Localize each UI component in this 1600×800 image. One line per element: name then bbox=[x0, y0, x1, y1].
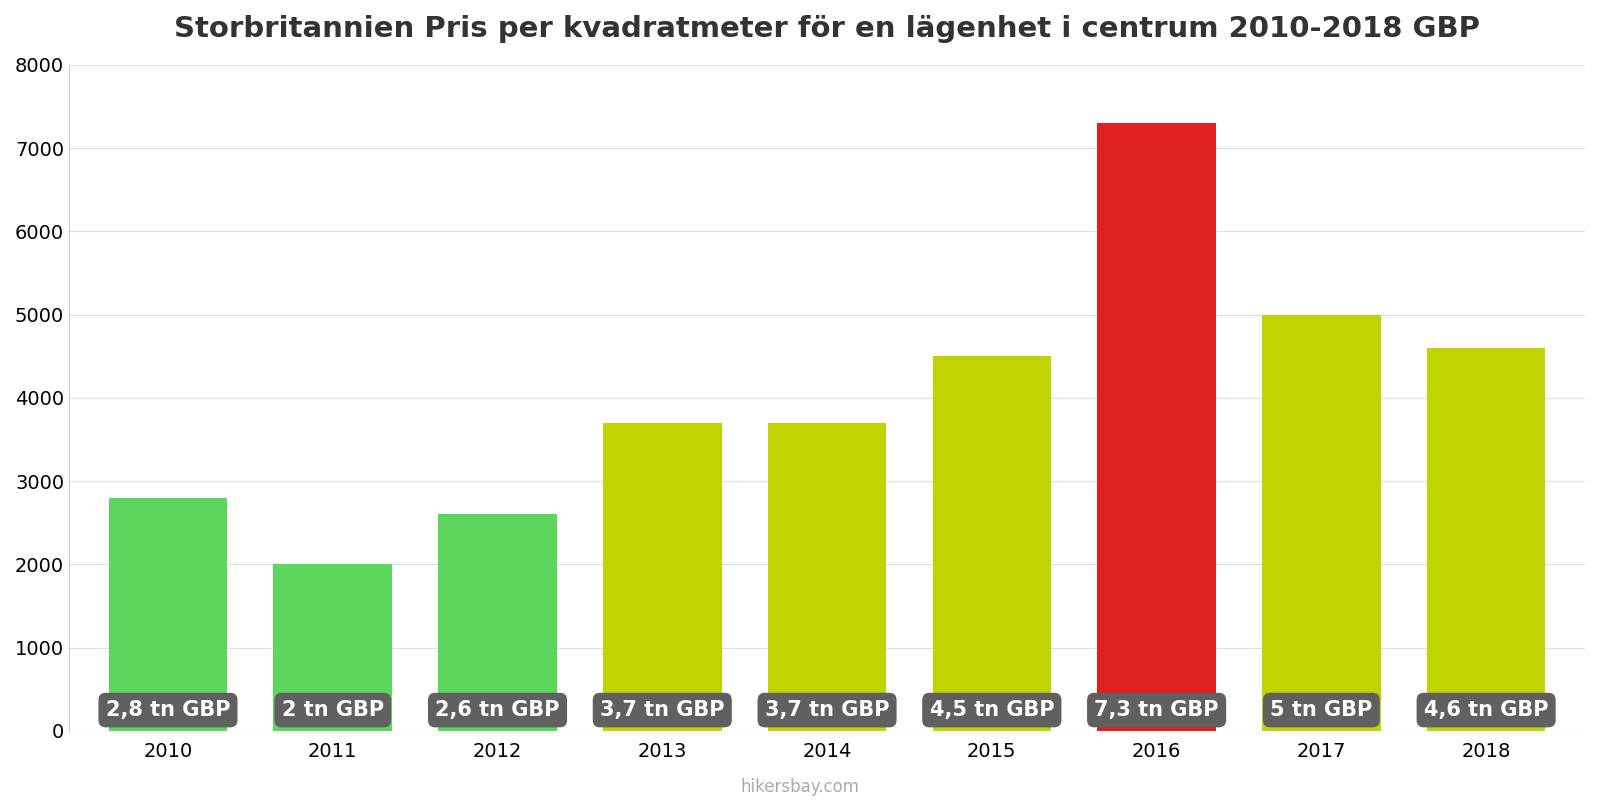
Bar bbox=[438, 514, 557, 731]
Bar bbox=[768, 423, 886, 731]
Text: 5 tn GBP: 5 tn GBP bbox=[1270, 700, 1373, 720]
Bar bbox=[1262, 314, 1381, 731]
Bar bbox=[1098, 123, 1216, 731]
Text: 2 tn GBP: 2 tn GBP bbox=[282, 700, 384, 720]
Bar bbox=[274, 564, 392, 731]
Bar bbox=[603, 423, 722, 731]
Bar bbox=[109, 498, 227, 731]
Text: 4,5 tn GBP: 4,5 tn GBP bbox=[930, 700, 1054, 720]
Text: 4,6 tn GBP: 4,6 tn GBP bbox=[1424, 700, 1549, 720]
Text: 3,7 tn GBP: 3,7 tn GBP bbox=[765, 700, 890, 720]
Text: hikersbay.com: hikersbay.com bbox=[741, 778, 859, 796]
Title: Storbritannien Pris per kvadratmeter för en lägenhet i centrum 2010-2018 GBP: Storbritannien Pris per kvadratmeter för… bbox=[174, 15, 1480, 43]
Text: 3,7 tn GBP: 3,7 tn GBP bbox=[600, 700, 725, 720]
Text: 2,8 tn GBP: 2,8 tn GBP bbox=[106, 700, 230, 720]
Text: 2,6 tn GBP: 2,6 tn GBP bbox=[435, 700, 560, 720]
Text: 7,3 tn GBP: 7,3 tn GBP bbox=[1094, 700, 1219, 720]
Bar bbox=[1427, 348, 1546, 731]
Bar bbox=[933, 356, 1051, 731]
